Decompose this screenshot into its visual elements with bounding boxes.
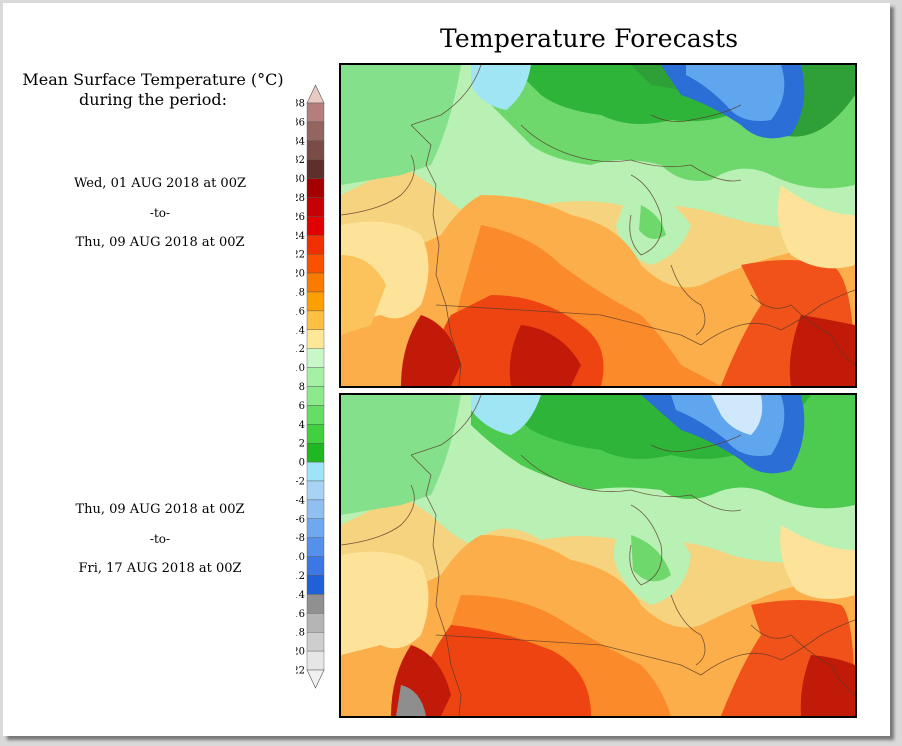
- colorbar-tick-label: 38: [296, 99, 305, 110]
- colorbar-swatch: [306, 216, 325, 236]
- colorbar-swatch: [306, 613, 325, 633]
- colorbar-tick-label: -20: [296, 647, 305, 658]
- period-2-end: Fri, 17 AUG 2018 at 00Z: [78, 561, 242, 576]
- legend-title-line2: during the period:: [79, 90, 227, 109]
- colorbar-top-cap: [306, 84, 325, 104]
- colorbar-swatch: [306, 424, 325, 444]
- colorbar-tick-label: 24: [296, 231, 305, 242]
- colorbar-swatch: [306, 197, 325, 217]
- colorbar-swatch: [306, 537, 325, 557]
- colorbar-tick-label: 22: [296, 250, 305, 261]
- colorbar-tick-label: -22: [296, 666, 305, 677]
- temperature-colorbar: 38363432302826242220181614121086420-2-4-…: [296, 84, 325, 689]
- colorbar-swatch: [306, 480, 325, 501]
- colorbar-swatch: [306, 367, 325, 387]
- colorbar-tick-label: 14: [296, 325, 305, 336]
- colorbar-tick-label: -16: [296, 609, 305, 620]
- colorbar-swatch: [306, 235, 325, 255]
- colorbar-tick-label: 36: [296, 117, 305, 128]
- period-2-label: Thu, 09 AUG 2018 at 00Z -to- Fri, 17 AUG…: [40, 502, 280, 582]
- colorbar-swatch: [306, 102, 325, 123]
- colorbar-tick-label: -4: [296, 495, 305, 506]
- colorbar-swatch: [306, 178, 325, 198]
- colorbar-swatch: [306, 310, 325, 330]
- colorbar-tick-label: 18: [296, 288, 305, 299]
- page-title: Temperature Forecasts: [440, 24, 739, 53]
- colorbar-tick-label: -12: [296, 571, 305, 582]
- colorbar-swatch: [306, 140, 325, 160]
- forecast-map-period-1: [339, 63, 857, 388]
- colorbar-tick-label: 2: [299, 439, 305, 450]
- colorbar-tick-label: 12: [296, 344, 305, 355]
- colorbar-swatch: [306, 159, 325, 179]
- colorbar-bottom-cap: [306, 669, 325, 689]
- period-2-to: -to-: [149, 532, 171, 546]
- colorbar-tick-label: 6: [299, 401, 305, 412]
- colorbar-swatch: [306, 461, 325, 482]
- colorbar-swatch: [306, 632, 325, 652]
- colorbar-swatch: [306, 253, 325, 274]
- colorbar-tick-label: -14: [296, 590, 305, 601]
- colorbar-tick-label: 20: [296, 269, 305, 280]
- colorbar-tick-label: -8: [296, 533, 305, 544]
- colorbar-swatch: [306, 443, 325, 463]
- colorbar-tick-label: -2: [296, 477, 305, 488]
- colorbar-tick-label: 8: [299, 382, 305, 393]
- colorbar-swatch: [306, 272, 325, 293]
- colorbar-swatch: [306, 650, 325, 671]
- colorbar-swatch: [306, 594, 325, 614]
- colorbar-tick-label: 32: [296, 155, 305, 166]
- colorbar-swatch: [306, 575, 325, 595]
- legend-title-line1: Mean Surface Temperature (°C): [22, 70, 284, 89]
- period-1-start: Wed, 01 AUG 2018 at 00Z: [73, 176, 246, 191]
- colorbar-swatch: [306, 121, 325, 142]
- period-1-label: Wed, 01 AUG 2018 at 00Z -to- Thu, 09 AUG…: [40, 176, 280, 256]
- colorbar-swatch: [306, 499, 325, 519]
- period-2-start: Thu, 09 AUG 2018 at 00Z: [75, 502, 245, 517]
- colorbar-swatch: [306, 348, 325, 368]
- colorbar-swatch: [306, 518, 325, 538]
- period-1-to: -to-: [149, 206, 171, 220]
- colorbar-tick-label: 0: [299, 458, 305, 469]
- period-1-end: Thu, 09 AUG 2018 at 00Z: [75, 235, 245, 250]
- colorbar-swatch: [306, 329, 325, 349]
- colorbar-tick-label: 26: [296, 212, 305, 223]
- colorbar-tick-label: -10: [296, 552, 305, 563]
- colorbar-swatch: [306, 405, 325, 425]
- map-2-graphic: [341, 395, 855, 716]
- colorbar-swatch: [306, 556, 325, 576]
- colorbar-tick-label: -18: [296, 628, 305, 639]
- colorbar-tick-label: 4: [299, 420, 305, 431]
- colorbar-swatch: [306, 291, 325, 312]
- map-1-graphic: [341, 65, 855, 386]
- colorbar-swatch: [306, 386, 325, 406]
- colorbar-tick-label: 28: [296, 193, 305, 204]
- legend-title: Mean Surface Temperature (°C) during the…: [18, 70, 288, 110]
- colorbar-tick-label: 16: [296, 306, 305, 317]
- colorbar-tick-label: 10: [296, 363, 305, 374]
- colorbar-tick-label: 34: [296, 136, 305, 147]
- colorbar-tick-label: 30: [296, 174, 305, 185]
- colorbar-tick-label: -6: [296, 514, 305, 525]
- forecast-map-period-2: [339, 393, 857, 718]
